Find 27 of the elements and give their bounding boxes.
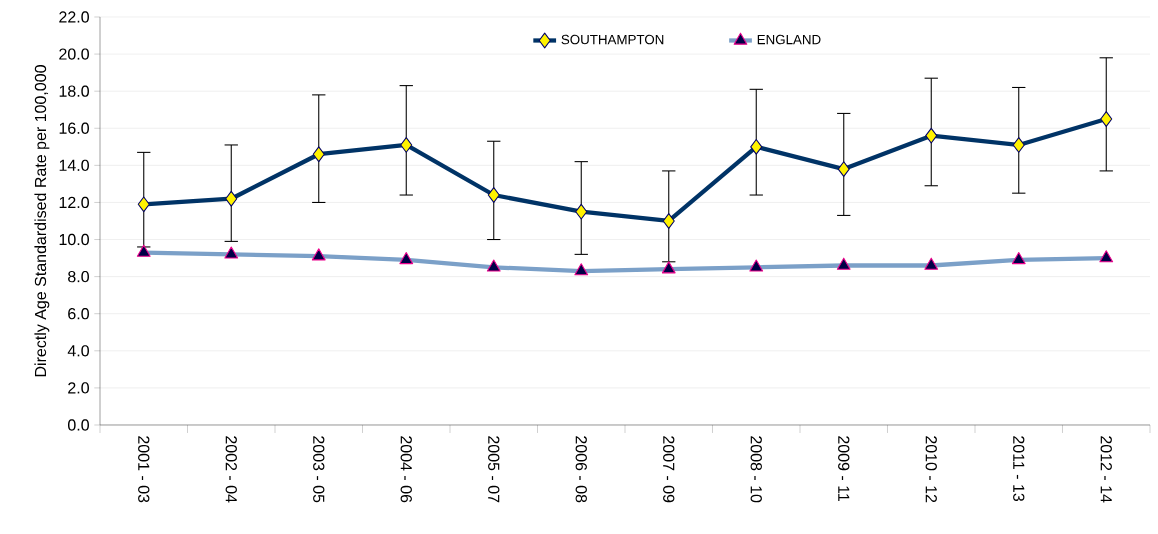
x-tick-label: 2005 - 07 xyxy=(488,436,500,503)
y-tick-label: 8.0 xyxy=(68,270,89,283)
y-tick-label: 0.0 xyxy=(67,419,89,431)
y-axis-title: Directly Age Standardised Rate per 100,000 xyxy=(34,65,50,377)
y-tick-label: 10.0 xyxy=(59,233,89,246)
x-tick-label: 2006 - 08 xyxy=(575,436,587,503)
legend-label: ENGLAND xyxy=(757,34,821,45)
legend-label: SOUTHAMPTON xyxy=(561,34,664,45)
x-tick-label: 2007 - 09 xyxy=(663,436,675,503)
x-tick-label: 2001 - 03 xyxy=(138,436,150,503)
x-tick-label: 2011 - 13 xyxy=(1013,436,1025,502)
y-tick-label: 22.0 xyxy=(59,11,89,23)
y-tick-label: 20.0 xyxy=(59,48,89,60)
x-tick-label: 2002 - 04 xyxy=(225,436,237,503)
x-tick-label: 2008 - 10 xyxy=(750,436,762,503)
y-tick-label: 4.0 xyxy=(67,345,89,357)
x-tick-label: 2004 - 06 xyxy=(400,436,412,503)
y-tick-label: 18.0 xyxy=(59,85,89,97)
y-tick-label: 16.0 xyxy=(59,122,89,134)
x-tick-label: 2012 - 14 xyxy=(1100,436,1112,503)
x-tick-label: 2009 - 11 xyxy=(838,436,850,502)
y-tick-label: 6.0 xyxy=(68,308,89,320)
y-tick-label: 14.0 xyxy=(59,159,89,172)
y-tick-label: 12.0 xyxy=(59,196,89,209)
x-tick-label: 2003 - 05 xyxy=(313,436,325,503)
x-tick-label: 2010 - 12 xyxy=(925,436,937,503)
y-tick-label: 2.0 xyxy=(68,382,89,394)
